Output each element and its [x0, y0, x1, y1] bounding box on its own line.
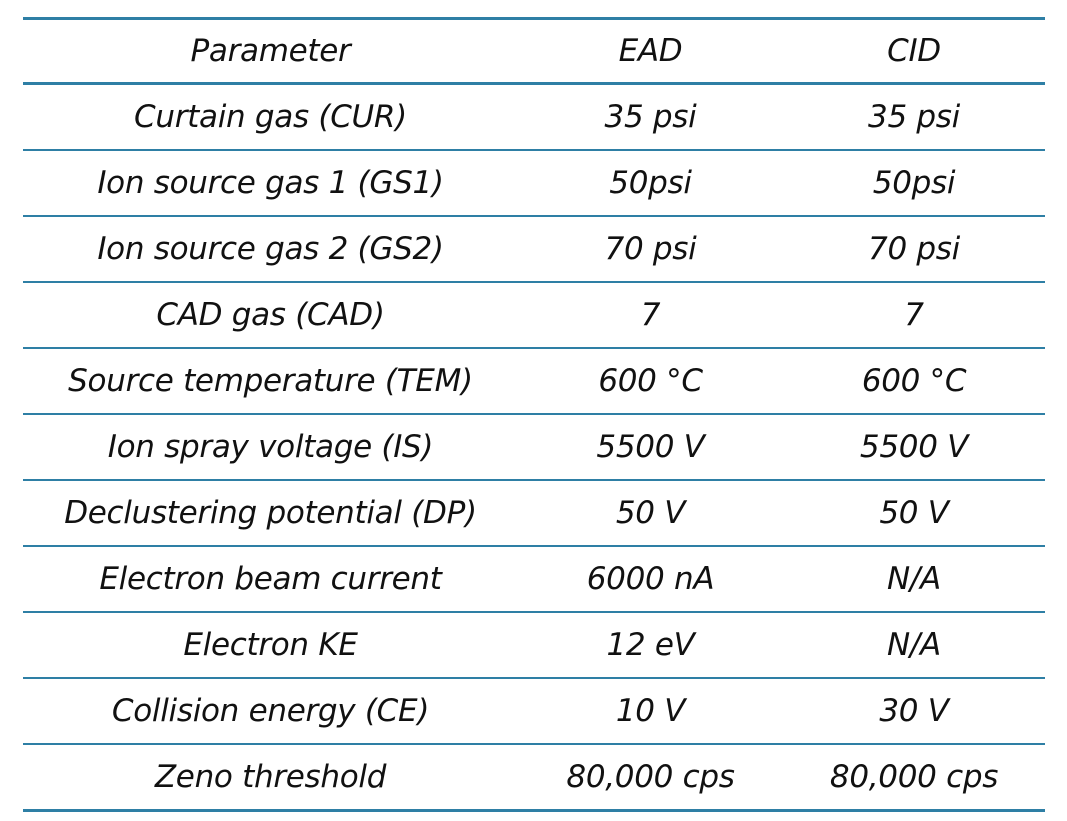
parameter-cell: Zeno threshold — [23, 744, 518, 812]
cid-value-cell: N/A — [783, 546, 1045, 613]
ead-value-cell: 80,000 cps — [518, 744, 783, 812]
parameter-cell: Collision energy (CE) — [23, 678, 518, 745]
table-row: CAD gas (CAD) 7 7 — [23, 282, 1045, 349]
cid-value-cell: 600 °C — [783, 348, 1045, 415]
cid-value-cell: 30 V — [783, 678, 1045, 745]
parameter-cell: CAD gas (CAD) — [23, 282, 518, 349]
table-row: Zeno threshold 80,000 cps 80,000 cps — [23, 744, 1045, 812]
table-row: Electron KE 12 eV N/A — [23, 612, 1045, 679]
table-body: Curtain gas (CUR) 35 psi 35 psi Ion sour… — [23, 83, 1045, 812]
parameter-cell: Declustering potential (DP) — [23, 480, 518, 547]
table-row: Electron beam current 6000 nA N/A — [23, 546, 1045, 613]
table-row: Ion spray voltage (IS) 5500 V 5500 V — [23, 414, 1045, 481]
header-row: Parameter EAD CID — [23, 17, 1045, 85]
table-row: Collision energy (CE) 10 V 30 V — [23, 678, 1045, 745]
parameter-cell: Electron KE — [23, 612, 518, 679]
parameter-cell: Ion source gas 2 (GS2) — [23, 216, 518, 283]
header-parameter: Parameter — [23, 17, 518, 85]
header-cid: CID — [783, 17, 1045, 85]
ead-value-cell: 10 V — [518, 678, 783, 745]
ead-value-cell: 50psi — [518, 150, 783, 217]
ead-value-cell: 35 psi — [518, 83, 783, 151]
ead-value-cell: 12 eV — [518, 612, 783, 679]
cid-value-cell: 50 V — [783, 480, 1045, 547]
header-ead: EAD — [518, 17, 783, 85]
ead-value-cell: 6000 nA — [518, 546, 783, 613]
parameter-cell: Source temperature (TEM) — [23, 348, 518, 415]
parameter-cell: Ion source gas 1 (GS1) — [23, 150, 518, 217]
cid-value-cell: 50psi — [783, 150, 1045, 217]
cid-value-cell: 7 — [783, 282, 1045, 349]
table-header: Parameter EAD CID — [23, 17, 1045, 85]
ead-value-cell: 50 V — [518, 480, 783, 547]
parameter-cell: Curtain gas (CUR) — [23, 83, 518, 151]
ead-value-cell: 70 psi — [518, 216, 783, 283]
parameters-table: Parameter EAD CID Curtain gas (CUR) 35 p… — [23, 17, 1045, 812]
table-row: Ion source gas 1 (GS1) 50psi 50psi — [23, 150, 1045, 217]
cid-value-cell: N/A — [783, 612, 1045, 679]
table-row: Curtain gas (CUR) 35 psi 35 psi — [23, 83, 1045, 151]
table-row: Ion source gas 2 (GS2) 70 psi 70 psi — [23, 216, 1045, 283]
ead-value-cell: 5500 V — [518, 414, 783, 481]
cid-value-cell: 70 psi — [783, 216, 1045, 283]
parameter-cell: Electron beam current — [23, 546, 518, 613]
table-row: Declustering potential (DP) 50 V 50 V — [23, 480, 1045, 547]
cid-value-cell: 5500 V — [783, 414, 1045, 481]
cid-value-cell: 80,000 cps — [783, 744, 1045, 812]
table-row: Source temperature (TEM) 600 °C 600 °C — [23, 348, 1045, 415]
ead-value-cell: 7 — [518, 282, 783, 349]
ead-value-cell: 600 °C — [518, 348, 783, 415]
parameter-cell: Ion spray voltage (IS) — [23, 414, 518, 481]
cid-value-cell: 35 psi — [783, 83, 1045, 151]
